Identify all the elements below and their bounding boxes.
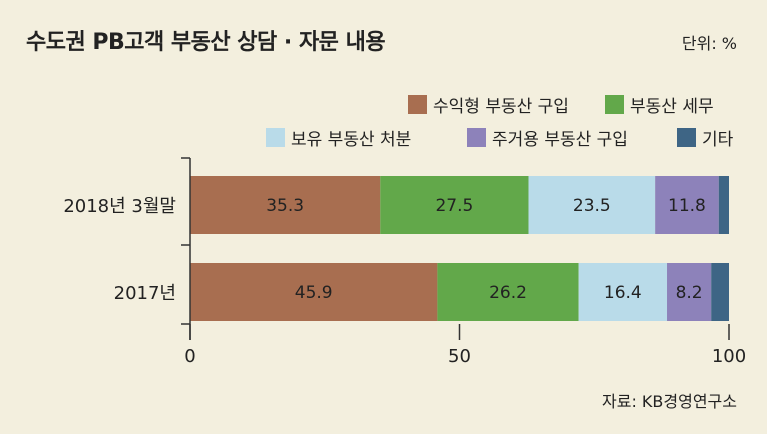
unit-label: 단위: % — [681, 34, 737, 53]
bar-segment — [667, 263, 712, 321]
x-tick-label: 0 — [184, 346, 195, 367]
data-label: 26.2 — [489, 283, 527, 303]
bar-segment — [655, 176, 719, 234]
data-label: 27.5 — [435, 196, 473, 216]
legend-item-1: 부동산 세무 — [605, 92, 714, 117]
data-label: 8.2 — [676, 283, 703, 303]
bar-segment — [380, 176, 529, 234]
legend-label-4: 기타 — [702, 130, 734, 150]
legend-label-0: 수익형 부동산 구입 — [433, 97, 569, 117]
legend-label-2: 보유 부동산 처분 — [291, 130, 412, 150]
x-tick-label: 100 — [712, 346, 746, 367]
bar-segment — [711, 263, 729, 321]
data-label: 45.9 — [295, 283, 333, 303]
legend-item-4: 기타 — [677, 125, 733, 150]
category-label: 2017년 — [114, 283, 176, 304]
bar-segment — [528, 176, 656, 234]
bar-segment — [578, 263, 668, 321]
legend-swatch-2 — [266, 128, 285, 147]
chart-title: 수도권 PB고객 부동산 상담 · 자문 내용 — [26, 30, 386, 55]
bar-segment — [190, 176, 381, 234]
legend-item-0: 수익형 부동산 구입 — [408, 92, 569, 117]
legend-swatch-0 — [408, 95, 427, 114]
category-label: 2018년 3월말 — [63, 196, 176, 217]
legend-item-2: 보유 부동산 처분 — [266, 125, 411, 150]
legend-swatch-4 — [677, 128, 696, 147]
x-tick-label: 50 — [448, 346, 471, 367]
bar-segment — [718, 176, 729, 234]
data-label: 35.3 — [266, 196, 304, 216]
data-label: 16.4 — [604, 283, 642, 303]
legend-label-1: 부동산 세무 — [630, 97, 714, 117]
legend-swatch-3 — [467, 128, 486, 147]
bar-segment — [190, 263, 438, 321]
source-note: 자료: KB경영연구소 — [602, 392, 737, 411]
bar-segment — [437, 263, 579, 321]
data-label: 11.8 — [668, 196, 706, 216]
data-label: 23.5 — [573, 196, 611, 216]
legend-item-3: 주거용 부동산 구입 — [467, 125, 628, 150]
legend-swatch-1 — [605, 95, 624, 114]
legend-label-3: 주거용 부동산 구입 — [492, 130, 628, 150]
